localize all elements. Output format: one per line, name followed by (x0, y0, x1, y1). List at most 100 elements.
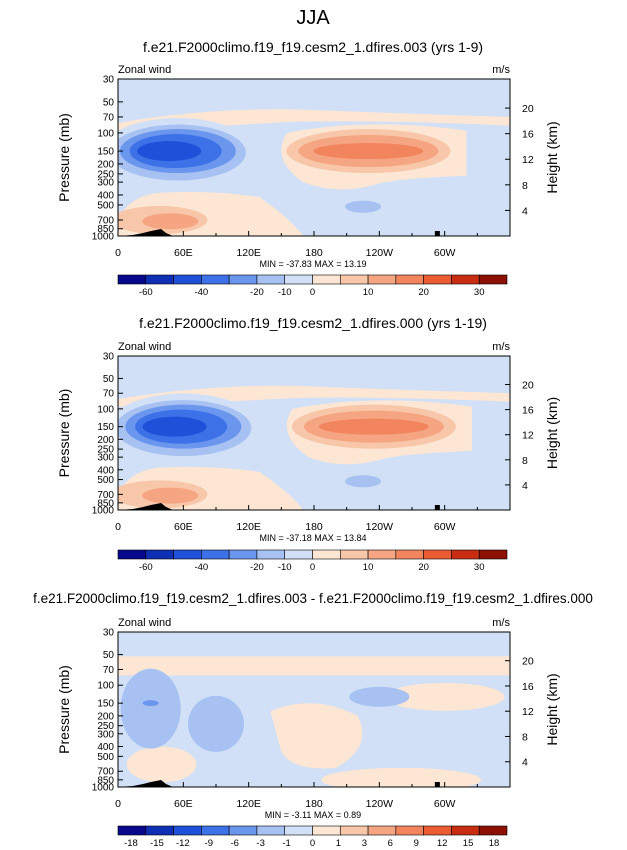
units-label: m/s (492, 64, 510, 76)
height-axis-label: Height (km) (544, 121, 560, 193)
colorbar-swatch (478, 825, 508, 836)
chart-title: f.e21.F2000climo.f19_f19.cesm2_1.dfires.… (143, 39, 483, 55)
y-tick-label: 30 (103, 75, 115, 86)
y-tick-label: 200 (97, 711, 114, 722)
contour-field (118, 356, 510, 510)
height-tick-label: 12 (522, 706, 534, 718)
x-tick-label: 60W (434, 521, 456, 533)
y-tick-label: 100 (97, 681, 114, 692)
colorbar-swatch (423, 549, 452, 560)
colorbar-label: -18 (124, 838, 138, 849)
min-max-stats: MIN = -37.83 MAX = 13.19 (259, 259, 366, 269)
x-tick-label: 120W (366, 247, 394, 259)
colorbar-label: -40 (194, 562, 208, 573)
y-tick-label: 50 (103, 97, 115, 108)
diff-positive-region (126, 746, 197, 783)
contour-field (118, 632, 510, 787)
colorbar-swatch (228, 549, 258, 560)
variable-label: Zonal wind (118, 64, 171, 76)
diff-positive-band (118, 658, 510, 670)
height-tick-label: 8 (522, 180, 528, 192)
colorbar-label: 9 (414, 838, 419, 849)
colorbar-swatch (228, 825, 258, 836)
y-tick-label: 50 (103, 374, 115, 385)
y-tick-label: 70 (103, 389, 115, 400)
colorbar-label: -9 (205, 838, 213, 849)
colorbar-swatch (367, 549, 397, 560)
y-tick-label: 1000 (92, 783, 115, 794)
upper-band (118, 356, 510, 387)
chart-title: f.e21.F2000climo.f19_f19.cesm2_1.dfires.… (33, 591, 593, 606)
colorbar-swatch (339, 274, 369, 285)
height-tick-label: 20 (522, 656, 534, 668)
figure-title: JJA (296, 7, 330, 29)
x-tick-label: 60E (174, 521, 193, 533)
y-tick-label: 200 (97, 159, 114, 170)
y-tick-label: 30 (103, 352, 115, 363)
colorbar-swatch (173, 274, 202, 285)
westerly-core (313, 143, 424, 160)
colorbar-swatch (256, 274, 286, 285)
colorbar-label: -15 (150, 838, 164, 849)
colorbar-swatch (423, 274, 452, 285)
x-tick-label: 180 (305, 247, 323, 259)
x-tick-label: 60E (174, 247, 193, 259)
colorbar-label: 6 (388, 838, 393, 849)
colorbar-swatch (284, 825, 313, 836)
y-tick-label: 50 (103, 650, 115, 661)
x-tick-label: 60W (434, 247, 456, 259)
colorbar-swatch (395, 549, 424, 560)
colorbar-label: -3 (256, 838, 264, 849)
y-tick-label: 100 (97, 128, 114, 139)
colorbar-swatch (451, 825, 480, 836)
height-tick-label: 20 (522, 380, 534, 392)
colorbar-label: -10 (278, 562, 292, 573)
colorbar-swatch (451, 549, 480, 560)
colorbar-swatch (312, 825, 341, 836)
colorbar-swatch (367, 825, 397, 836)
colorbar-swatch (339, 825, 369, 836)
x-tick-label: 120W (366, 798, 394, 810)
colorbar-swatch (201, 274, 230, 285)
min-max-stats: MIN = -37.18 MAX = 13.84 (259, 533, 366, 543)
y-tick-label: 70 (103, 665, 115, 676)
height-tick-label: 4 (522, 205, 528, 217)
topography (118, 780, 173, 787)
colorbar-swatch (145, 825, 174, 836)
colorbar-swatch (117, 274, 147, 285)
height-tick-label: 20 (522, 103, 534, 115)
colorbar-swatch (145, 274, 174, 285)
low-level-easterly (345, 475, 381, 488)
y-tick-label: 400 (97, 742, 114, 753)
colorbar-label: 0 (310, 562, 315, 573)
y-tick-label: 400 (97, 190, 114, 201)
colorbar-label: 30 (474, 287, 485, 298)
diff-positive-region (384, 682, 505, 711)
y-tick-label: 700 (97, 216, 114, 227)
y-axis-label: Pressure (mb) (56, 113, 72, 202)
units-label: m/s (492, 341, 510, 353)
y-tick-label: 250 (97, 169, 114, 180)
y-tick-label: 850 (97, 775, 114, 786)
height-tick-label: 16 (522, 681, 534, 693)
colorbar-label: 1 (336, 838, 341, 849)
colorbar-label: 20 (418, 287, 429, 298)
chart-panel: f.e21.F2000climo.f19_f19.cesm2_1.dfires.… (33, 591, 593, 849)
y-tick-label: 500 (97, 475, 114, 486)
y-tick-label: 700 (97, 490, 114, 501)
topography (434, 231, 440, 236)
colorbar-swatch (395, 825, 424, 836)
height-tick-label: 16 (522, 129, 534, 141)
colorbar-swatch (173, 825, 202, 836)
colorbar-swatch (173, 549, 202, 560)
colorbar-label: -10 (278, 287, 292, 298)
diff-negative-contour (349, 686, 410, 707)
y-tick-label: 300 (97, 453, 114, 464)
diff-positive-region (321, 767, 482, 787)
easterly-core (142, 416, 207, 437)
chart-panel: f.e21.F2000climo.f19_f19.cesm2_1.dfires.… (56, 39, 560, 298)
y-tick-label: 1000 (92, 506, 115, 517)
x-tick-label: 180 (305, 521, 323, 533)
colorbar-swatch (367, 274, 397, 285)
